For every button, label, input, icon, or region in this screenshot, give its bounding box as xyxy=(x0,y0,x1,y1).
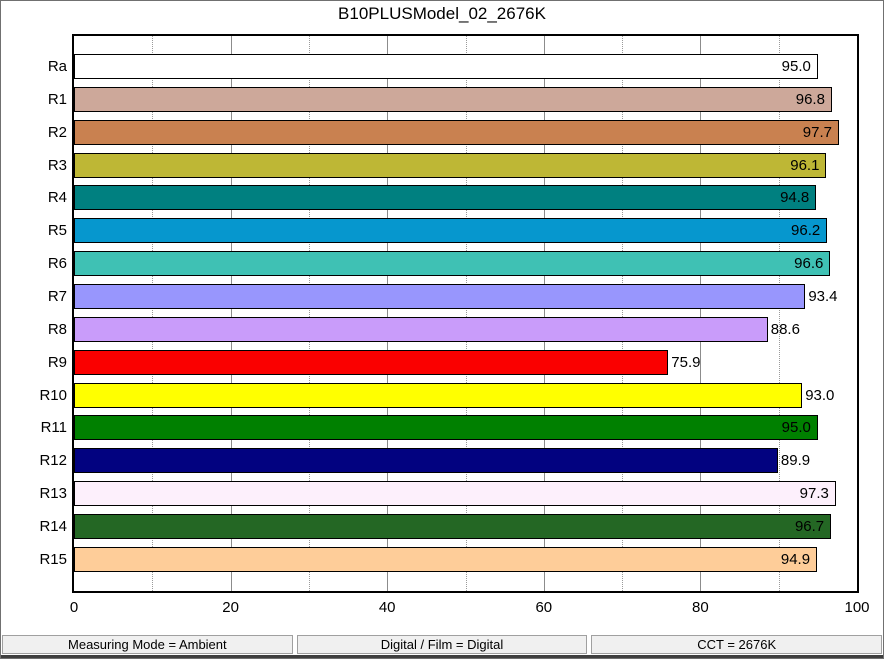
y-axis-label-r10: R10 xyxy=(39,386,67,404)
bar-row: 88.6 xyxy=(74,316,857,350)
bar-row: 94.8 xyxy=(74,185,857,218)
value-label: 96.1 xyxy=(790,156,820,174)
value-label: 93.0 xyxy=(805,386,835,404)
status-segment-measuring-mode: Measuring Mode = Ambient xyxy=(2,635,293,654)
gridline-dotted xyxy=(465,36,467,591)
y-axis-label-r2: R2 xyxy=(47,123,67,141)
y-axis-label-r5: R5 xyxy=(47,222,67,240)
value-label: 95.0 xyxy=(781,419,811,437)
bar-row: 94.9 xyxy=(74,546,857,580)
plot-area: 95.0 96.8 97.7 96.1 94.8 96.2 96.6 93.4 88.6 75.9… xyxy=(72,34,859,593)
value-label: 89.9 xyxy=(780,452,811,470)
y-axis-label-r1: R1 xyxy=(47,90,67,108)
y-axis-label-r6: R6 xyxy=(47,255,67,273)
x-axis-labels: 0 20 40 60 80 100 xyxy=(70,599,870,619)
bar-row: 97.3 xyxy=(74,481,857,514)
bar-r10 xyxy=(74,382,803,408)
gridline-solid xyxy=(543,36,545,591)
bar-r13: 97.3 xyxy=(74,481,836,507)
y-axis-label-r7: R7 xyxy=(47,288,67,306)
x-axis-tick: 80 xyxy=(692,599,709,616)
x-axis-tick: 60 xyxy=(535,599,553,616)
bar-row: 96.8 xyxy=(74,86,857,120)
bar-r4: 94.8 xyxy=(74,185,817,211)
bar-r6: 96.6 xyxy=(74,251,831,277)
y-axis-label-r14: R14 xyxy=(39,518,67,536)
y-axis-label-r8: R8 xyxy=(47,320,67,338)
chart-title: B10PLUSModel_02_2676K xyxy=(338,4,546,23)
gridline-dotted xyxy=(152,36,154,591)
bar-row: 93.0 xyxy=(74,382,857,416)
bar-r11: 95.0 xyxy=(74,415,818,441)
bar-row: 93.4 xyxy=(74,284,857,317)
bar-row: 75.9 xyxy=(74,349,857,383)
bar-ra: 95.0 xyxy=(74,54,818,79)
bar-r3: 96.1 xyxy=(74,152,827,178)
gridline-dotted xyxy=(308,36,310,591)
value-label: 94.8 xyxy=(780,189,810,207)
value-label: 96.8 xyxy=(795,90,825,108)
y-axis-label-r12: R12 xyxy=(39,452,67,470)
x-axis-tick: 0 xyxy=(69,599,79,616)
gridline-solid xyxy=(230,36,232,591)
bar-r8 xyxy=(74,316,768,342)
x-axis-tick: 20 xyxy=(222,599,239,616)
value-label: 75.9 xyxy=(671,353,701,371)
value-label: 95.0 xyxy=(781,58,811,75)
gridline-dotted xyxy=(622,36,624,591)
bar-r9 xyxy=(74,349,669,375)
y-axis-label-ra: Ra xyxy=(47,58,67,75)
x-axis-tick: 40 xyxy=(378,599,396,616)
value-label: 94.9 xyxy=(780,550,811,568)
value-label: 93.4 xyxy=(808,288,838,306)
bar-r7 xyxy=(74,284,806,310)
bar-row: 95.0 xyxy=(74,415,857,448)
y-axis-labels: Ra R1 R2 R3 R4 R5 R6 R7 R8 R9 R10 R11 R12 R13 R14 R15 xyxy=(1,54,67,580)
status-segment-cct: CCT = 2676K xyxy=(591,635,883,654)
value-label: 97.7 xyxy=(802,123,832,141)
y-axis-label-r15: R15 xyxy=(39,550,67,568)
value-label: 96.6 xyxy=(794,255,824,273)
bar-row: 96.2 xyxy=(74,218,857,251)
status-segment-digital-film: Digital / Film = Digital xyxy=(296,635,588,654)
value-label: 88.6 xyxy=(770,320,800,338)
bar-r14: 96.7 xyxy=(74,514,832,540)
y-axis-label-r13: R13 xyxy=(39,485,67,503)
y-axis-label-r3: R3 xyxy=(47,156,67,174)
bar-r2: 97.7 xyxy=(74,119,839,145)
bar-r1: 96.8 xyxy=(74,86,832,112)
bar-row: 96.7 xyxy=(74,514,857,547)
bar-row: 96.1 xyxy=(74,152,857,186)
bar-row: 96.6 xyxy=(74,251,857,284)
bar-row: 95.0 xyxy=(74,54,857,87)
y-axis-label-r9: R9 xyxy=(47,353,67,371)
bar-row: 97.7 xyxy=(74,119,857,153)
bar-r5: 96.2 xyxy=(74,218,828,244)
bar-r12 xyxy=(74,448,778,474)
y-axis-label-r11: R11 xyxy=(40,419,67,437)
value-label: 96.7 xyxy=(794,518,825,536)
gridline-dotted xyxy=(778,36,780,591)
bar-rows: 95.0 96.8 97.7 96.1 94.8 96.2 96.6 93.4 88.6 75.9… xyxy=(74,54,857,580)
status-bar: Measuring Mode = Ambient Digital / Film … xyxy=(1,635,883,658)
bar-row: 89.9 xyxy=(74,448,857,481)
x-axis-tick: 100 xyxy=(844,599,870,616)
value-label: 96.2 xyxy=(791,222,821,240)
value-label: 97.3 xyxy=(799,485,829,503)
y-axis-label-r4: R4 xyxy=(47,189,67,207)
bar-r15: 94.9 xyxy=(74,546,818,572)
gridline-solid xyxy=(700,36,702,591)
gridline-solid xyxy=(387,36,389,591)
